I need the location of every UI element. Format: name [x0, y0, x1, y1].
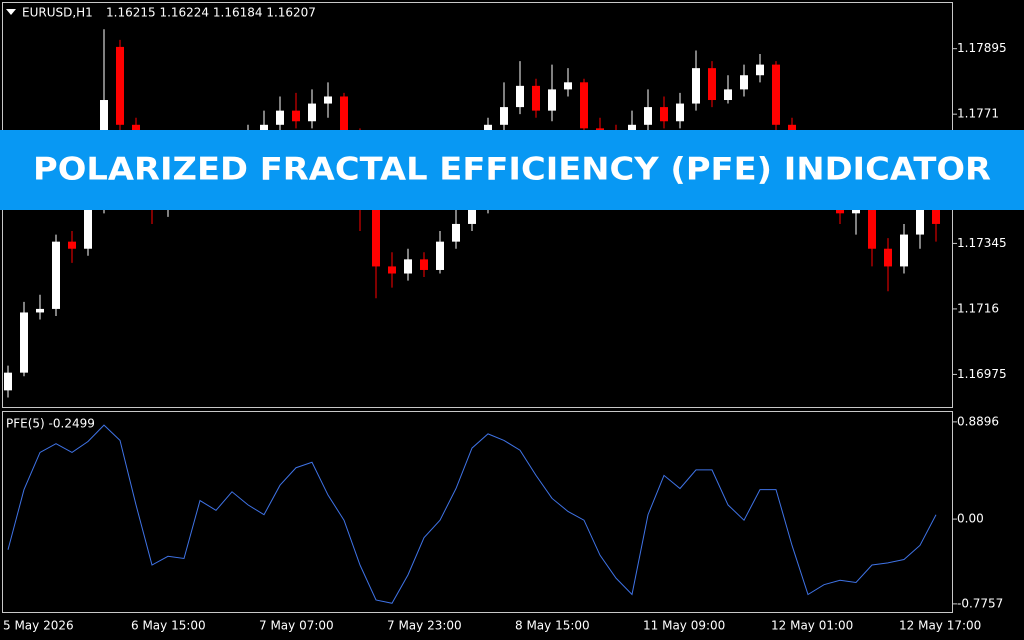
y-tick-label: 0.00 [957, 512, 984, 526]
ohlc-label: 1.16215 1.16224 1.16184 1.16207 [106, 6, 316, 20]
candle-body [388, 266, 396, 274]
banner-title: POLARIZED FRACTAL EFFICIENCY (PFE) INDIC… [33, 152, 991, 188]
candle-body [52, 241, 60, 309]
candle-body [340, 96, 348, 136]
candle-body [884, 248, 892, 267]
candle-body [20, 312, 28, 373]
x-tick-label: 11 May 09:00 [643, 619, 725, 633]
candle-body [932, 209, 940, 224]
candle-body [4, 372, 12, 391]
x-tick-label: 7 May 23:00 [387, 619, 462, 633]
candle-body [532, 85, 540, 111]
candle-body [580, 82, 588, 129]
x-tick-label: 6 May 15:00 [131, 619, 206, 633]
x-tick-label: 12 May 17:00 [899, 619, 981, 633]
candle-body [900, 234, 908, 267]
candle-body [500, 107, 508, 125]
candle-body [436, 241, 444, 270]
candle-body [660, 107, 668, 122]
candle-body [452, 223, 460, 242]
candle-body [372, 206, 380, 267]
candle-body [276, 110, 284, 125]
y-tick-label: -0.7757 [957, 596, 1003, 610]
candle-body [468, 206, 476, 224]
indicator-pane [2, 411, 953, 613]
candle-body [740, 75, 748, 90]
candle-body [116, 46, 124, 125]
x-tick-label: 8 May 15:00 [515, 619, 590, 633]
candle-body [404, 259, 412, 274]
candle-body [84, 206, 92, 249]
symbol-title: EURUSD,H1 [22, 6, 93, 20]
menu-arrow[interactable] [6, 9, 16, 15]
candle-body [724, 89, 732, 101]
x-tick-label: 5 May 2026 [3, 619, 74, 633]
y-tick-label: 1.17345 [957, 236, 1007, 250]
candle-body [564, 82, 572, 90]
banner [0, 130, 1024, 210]
x-tick-label: 12 May 01:00 [771, 619, 853, 633]
candle-body [644, 107, 652, 125]
candle-body [68, 241, 76, 249]
y-tick-label: 0.8896 [957, 414, 999, 428]
indicator-title: PFE(5) -0.2499 [6, 417, 95, 431]
candle-body [420, 259, 428, 270]
candle-body [868, 206, 876, 249]
y-tick-label: 1.1716 [957, 301, 999, 315]
candle-body [308, 103, 316, 122]
candle-body [708, 68, 716, 101]
candle-body [916, 209, 924, 235]
y-tick-label: 1.16975 [957, 367, 1007, 381]
x-tick-label: 7 May 07:00 [259, 619, 334, 633]
candle-body [692, 68, 700, 104]
candle-body [516, 85, 524, 108]
candle-body [756, 64, 764, 76]
y-tick-label: 1.1771 [957, 107, 999, 121]
candle-body [676, 103, 684, 122]
candle-body [36, 308, 44, 313]
candle-body [772, 64, 780, 125]
candle-body [548, 89, 556, 111]
pfe-line [7, 424, 937, 604]
candle-body [324, 96, 332, 104]
candle-body [292, 110, 300, 122]
y-tick-label: 1.17895 [957, 41, 1007, 55]
